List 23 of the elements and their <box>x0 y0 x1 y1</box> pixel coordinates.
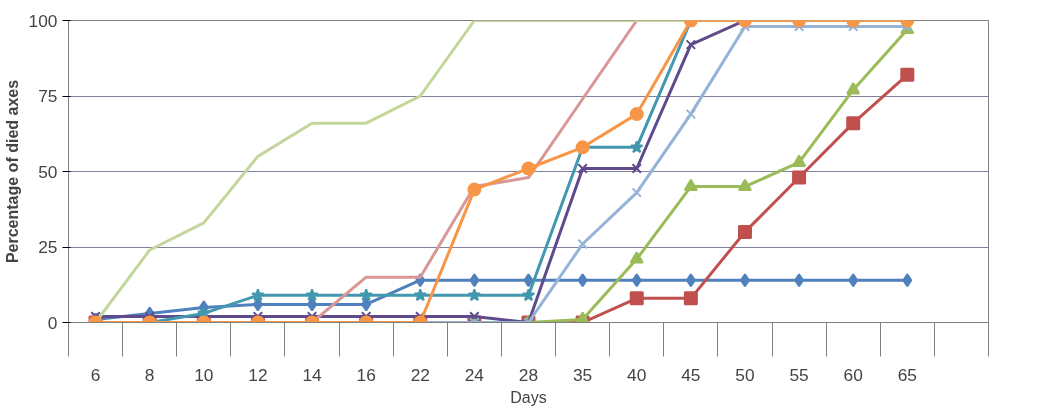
x-tick-label: 28 <box>518 364 539 385</box>
x-tick-label: 22 <box>410 364 430 385</box>
x-tick-label: 65 <box>897 364 917 385</box>
x-tick-label: 60 <box>843 364 863 385</box>
x-tick-label: 8 <box>144 364 155 385</box>
x-tick-label: 40 <box>627 364 647 385</box>
x-tick-label: 55 <box>789 364 809 385</box>
x-axis-title: Days <box>510 388 547 406</box>
y-tick-label: 0 <box>47 312 58 333</box>
x-tick-label: 45 <box>681 364 701 385</box>
x-tick-label: 6 <box>90 364 101 385</box>
y-tick-label: 25 <box>38 237 58 257</box>
x-tick-label: 50 <box>735 364 755 385</box>
x-tick-label: 12 <box>248 364 268 385</box>
y-axis-title: Percentage of died axes <box>3 79 21 264</box>
x-tick-label: 24 <box>464 364 485 385</box>
y-tick-label: 100 <box>28 10 58 31</box>
x-tick-label: 35 <box>572 364 593 385</box>
y-tick-label: 50 <box>38 161 58 182</box>
x-tick-label: 16 <box>356 364 376 385</box>
y-tick-label: 75 <box>38 86 58 106</box>
x-tick-label: 10 <box>194 364 214 385</box>
x-tick-label: 14 <box>302 364 323 385</box>
